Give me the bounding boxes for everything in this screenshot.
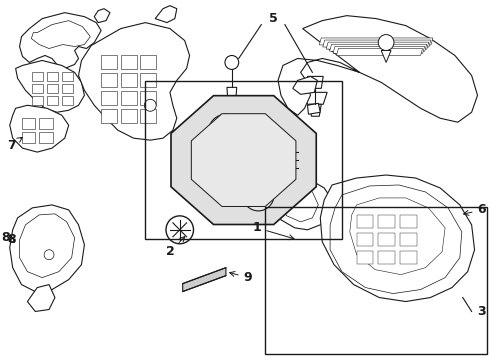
Polygon shape (304, 92, 327, 104)
Text: 5: 5 (269, 12, 277, 25)
Polygon shape (191, 114, 296, 207)
Polygon shape (337, 48, 422, 55)
Polygon shape (278, 186, 318, 222)
Text: 1: 1 (252, 221, 294, 240)
Polygon shape (357, 251, 373, 264)
Polygon shape (121, 109, 137, 123)
Bar (145, 81, 343, 239)
Text: 8: 8 (1, 231, 10, 244)
Polygon shape (22, 118, 35, 129)
Polygon shape (20, 214, 74, 278)
Polygon shape (171, 96, 316, 225)
Polygon shape (378, 215, 395, 228)
Circle shape (208, 114, 244, 150)
Polygon shape (121, 73, 137, 87)
Polygon shape (308, 76, 323, 88)
Polygon shape (32, 84, 43, 93)
Polygon shape (227, 87, 237, 100)
Circle shape (166, 216, 194, 244)
Polygon shape (400, 215, 416, 228)
Polygon shape (22, 132, 35, 143)
Polygon shape (94, 9, 110, 23)
Polygon shape (333, 46, 425, 53)
Polygon shape (141, 91, 156, 105)
Polygon shape (310, 104, 321, 116)
Text: 3: 3 (478, 305, 486, 318)
Polygon shape (330, 185, 462, 293)
Polygon shape (323, 40, 431, 47)
Polygon shape (62, 72, 73, 81)
Polygon shape (350, 198, 445, 275)
Polygon shape (357, 233, 373, 246)
Polygon shape (39, 118, 53, 129)
Polygon shape (155, 6, 177, 23)
Polygon shape (278, 15, 478, 122)
Polygon shape (326, 42, 429, 49)
Polygon shape (31, 21, 90, 49)
Polygon shape (271, 178, 332, 230)
Polygon shape (62, 84, 73, 93)
Polygon shape (101, 55, 117, 69)
Polygon shape (78, 23, 190, 140)
Polygon shape (357, 215, 373, 228)
Polygon shape (330, 44, 427, 51)
Polygon shape (183, 268, 226, 292)
Polygon shape (320, 175, 474, 302)
Polygon shape (47, 96, 58, 105)
Polygon shape (16, 60, 84, 112)
Polygon shape (32, 96, 43, 105)
Polygon shape (32, 72, 43, 81)
Polygon shape (121, 91, 137, 105)
Polygon shape (101, 91, 117, 105)
Polygon shape (293, 76, 318, 94)
Polygon shape (400, 251, 416, 264)
Polygon shape (27, 285, 55, 311)
Text: 2: 2 (166, 237, 185, 258)
Text: 4: 4 (243, 185, 271, 200)
Polygon shape (141, 109, 156, 123)
Polygon shape (400, 233, 416, 246)
Polygon shape (47, 72, 58, 81)
Polygon shape (121, 55, 137, 69)
Polygon shape (47, 84, 58, 93)
Polygon shape (62, 96, 73, 105)
Circle shape (145, 99, 156, 111)
Polygon shape (39, 132, 53, 143)
Polygon shape (378, 251, 395, 264)
Text: 8: 8 (7, 233, 16, 246)
Text: 7: 7 (7, 138, 23, 152)
Polygon shape (141, 55, 156, 69)
Polygon shape (101, 73, 117, 87)
Circle shape (378, 35, 394, 50)
Circle shape (44, 250, 54, 260)
Polygon shape (319, 38, 433, 45)
Polygon shape (381, 50, 391, 62)
Circle shape (225, 55, 239, 69)
Text: 6: 6 (464, 203, 486, 216)
Polygon shape (308, 103, 320, 114)
Polygon shape (101, 109, 117, 123)
Bar (266, 207, 487, 354)
Polygon shape (10, 205, 84, 292)
Polygon shape (20, 13, 101, 68)
Polygon shape (10, 105, 69, 152)
Polygon shape (141, 73, 156, 87)
Text: 9: 9 (230, 271, 252, 284)
Polygon shape (378, 233, 395, 246)
Circle shape (243, 179, 274, 211)
